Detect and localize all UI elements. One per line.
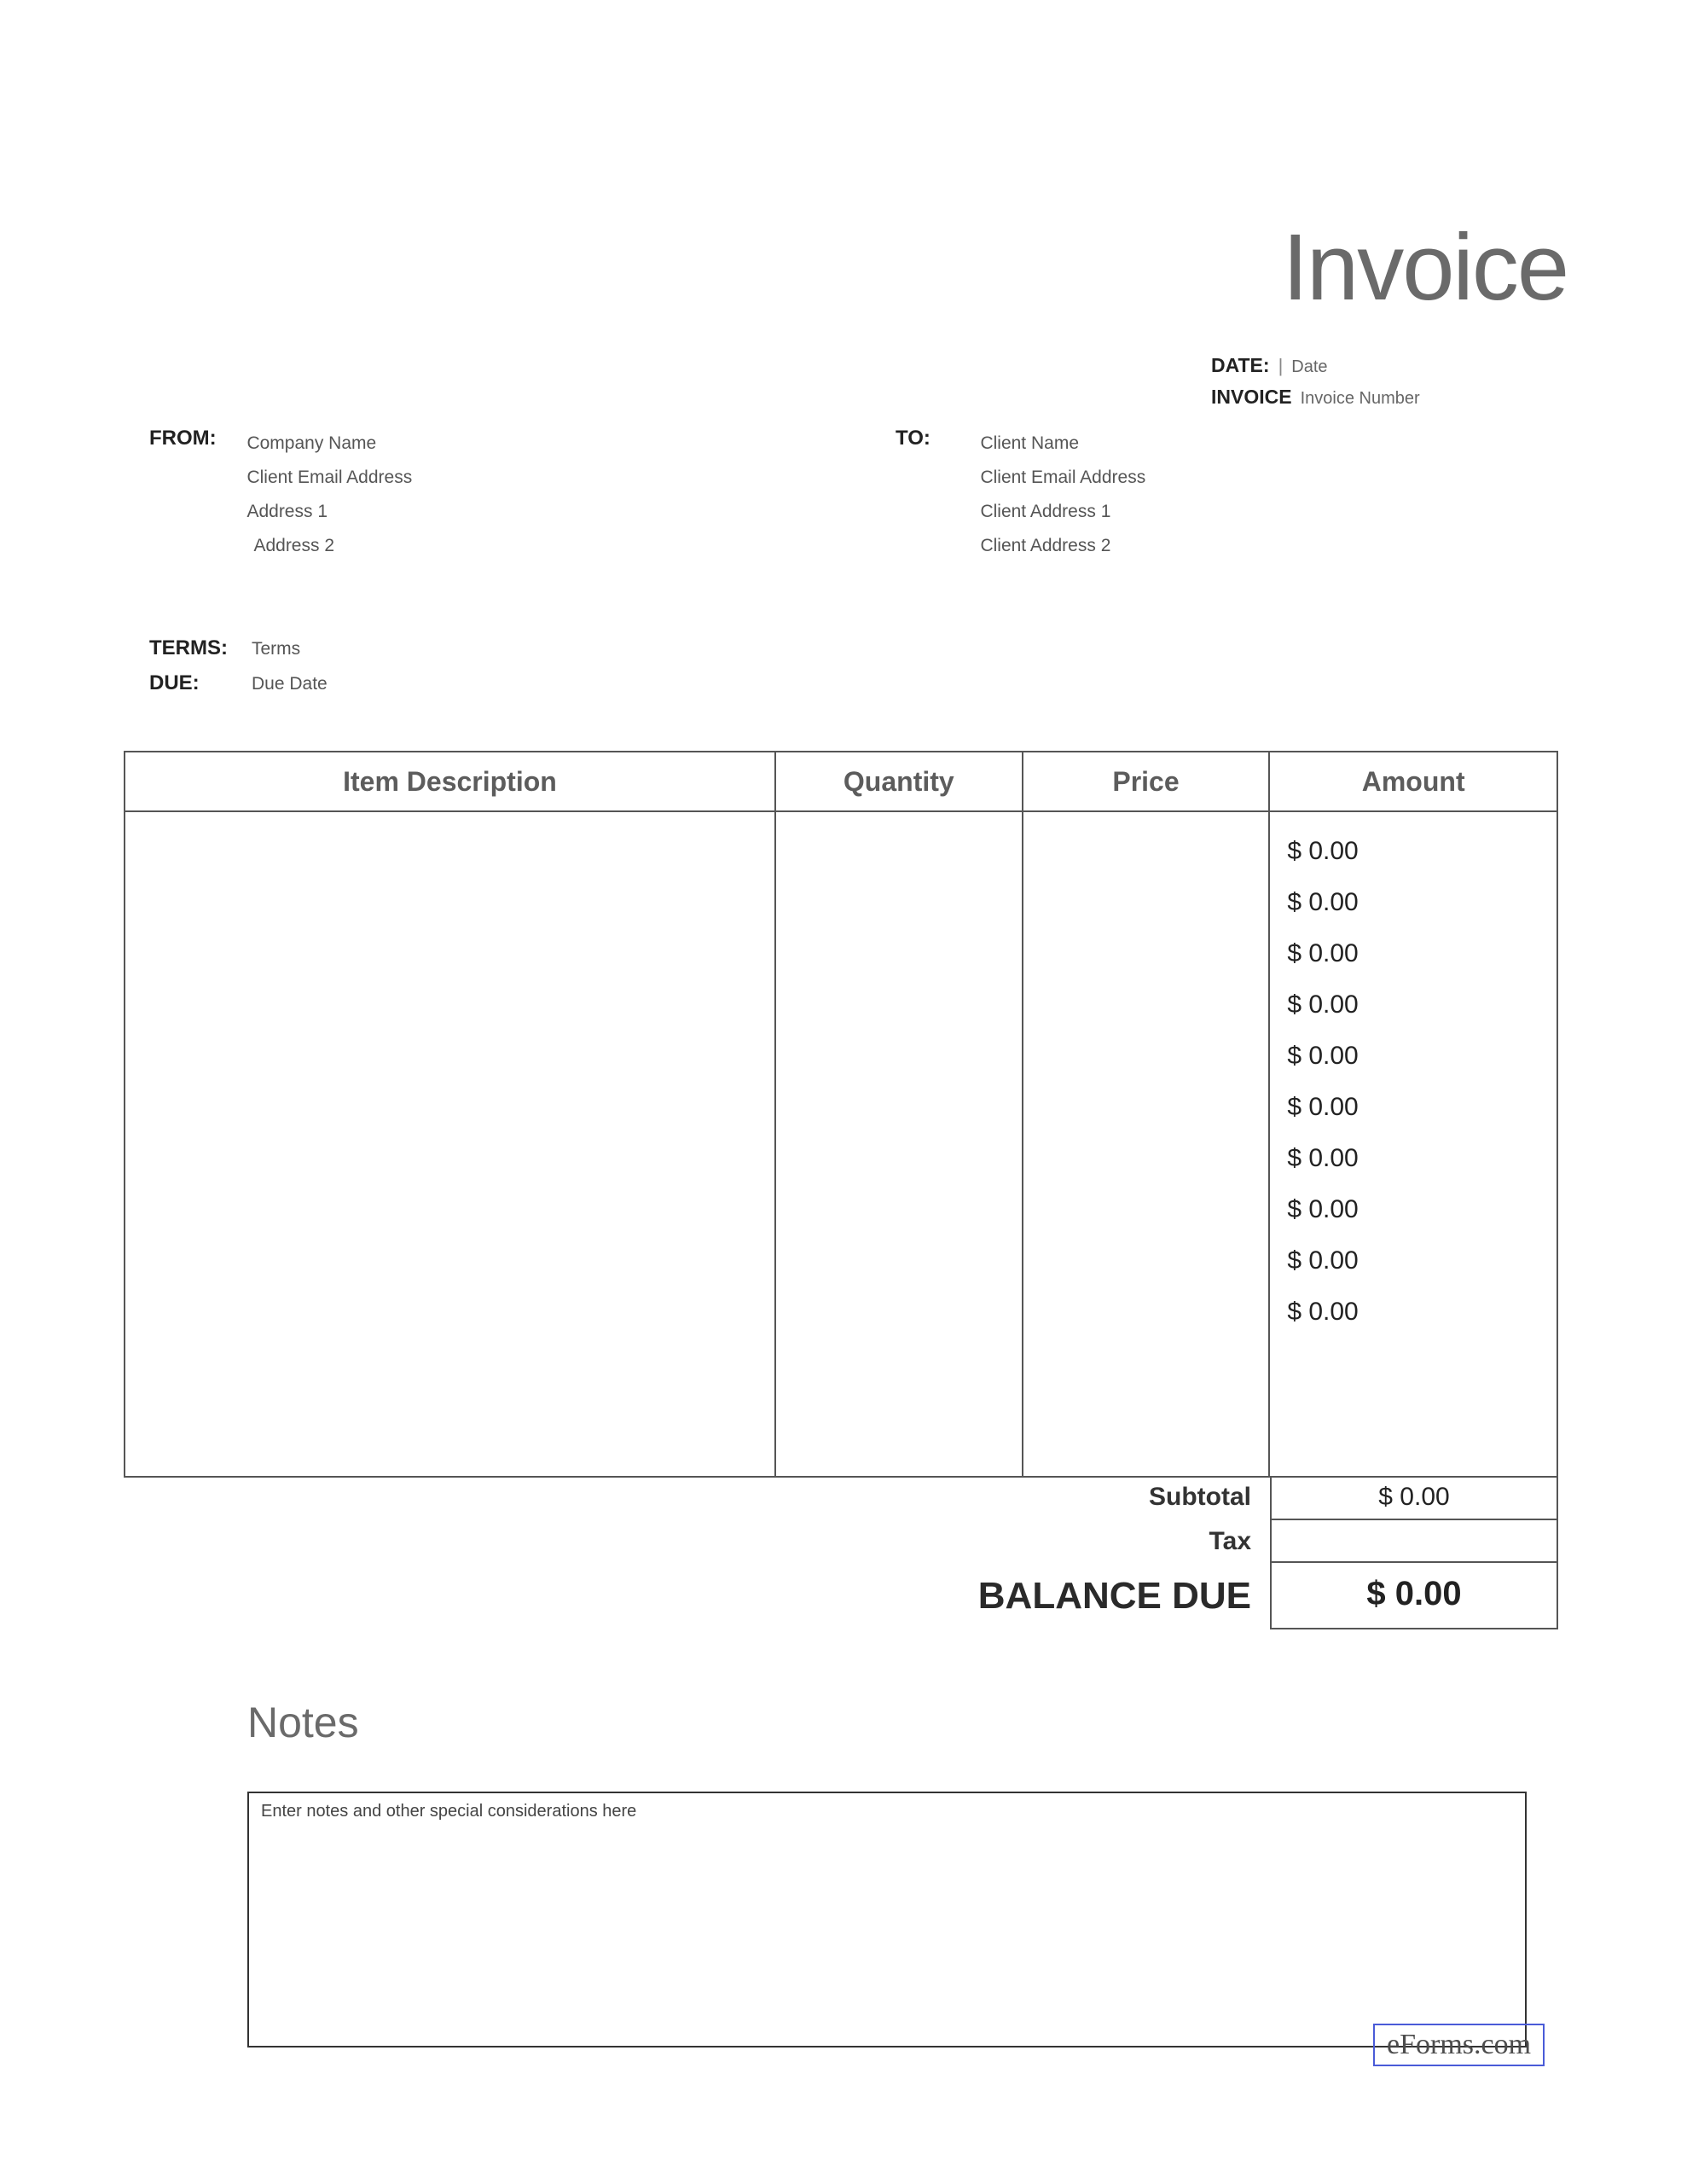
due-label: DUE: <box>149 666 252 701</box>
from-address1-field[interactable]: Address 1 <box>246 495 412 529</box>
col-quantity: Quantity <box>775 752 1023 811</box>
meta-date-row: DATE: | Date <box>1211 350 1420 381</box>
to-email-field[interactable]: Client Email Address <box>980 461 1145 495</box>
page-title: Invoice <box>1282 213 1568 322</box>
col-price: Price <box>1023 752 1270 811</box>
amount-line: $ 0.00 <box>1287 877 1539 928</box>
subtotal-row: Subtotal $ 0.00 <box>124 1476 1558 1520</box>
quantity-cell[interactable] <box>775 811 1023 1477</box>
amount-line: $ 0.00 <box>1287 1287 1539 1338</box>
meta-invoice-row: INVOICE Invoice Number <box>1211 381 1420 413</box>
to-label: TO: <box>896 427 977 450</box>
amount-line: $ 0.00 <box>1287 1235 1539 1287</box>
price-cell[interactable] <box>1023 811 1270 1477</box>
invoice-number-field[interactable]: Invoice Number <box>1301 385 1420 412</box>
to-address2-field[interactable]: Client Address 2 <box>980 529 1145 563</box>
due-row: DUE: Due Date <box>149 666 328 701</box>
due-field[interactable]: Due Date <box>252 669 328 700</box>
terms-row: TERMS: Terms <box>149 631 328 666</box>
meta-block: DATE: | Date INVOICE Invoice Number <box>1211 350 1420 413</box>
invoice-number-label: INVOICE <box>1211 381 1292 413</box>
amount-line: $ 0.00 <box>1287 979 1539 1031</box>
to-address1-field[interactable]: Client Address 1 <box>980 495 1145 529</box>
amount-cell: $ 0.00 $ 0.00 $ 0.00 $ 0.00 $ 0.00 $ 0.0… <box>1269 811 1557 1477</box>
watermark: eForms.com <box>1373 2024 1545 2066</box>
balance-row: BALANCE DUE $ 0.00 <box>124 1563 1558 1629</box>
terms-label: TERMS: <box>149 631 252 666</box>
to-fields: Client Name Client Email Address Client … <box>980 427 1145 563</box>
date-separator: | <box>1278 351 1284 380</box>
amount-line: $ 0.00 <box>1287 826 1539 877</box>
to-block: TO: Client Name Client Email Address Cli… <box>896 427 1145 563</box>
date-label: DATE: <box>1211 350 1270 381</box>
amount-line: $ 0.00 <box>1287 1082 1539 1133</box>
amount-line: $ 0.00 <box>1287 928 1539 979</box>
amount-line: $ 0.00 <box>1287 1031 1539 1082</box>
tax-value[interactable] <box>1270 1520 1558 1563</box>
balance-value: $ 0.00 <box>1270 1563 1558 1629</box>
description-cell[interactable] <box>125 811 775 1477</box>
terms-block: TERMS: Terms DUE: Due Date <box>149 631 328 701</box>
terms-field[interactable]: Terms <box>252 634 300 665</box>
from-block: FROM: Company Name Client Email Address … <box>149 427 412 563</box>
table-header-row: Item Description Quantity Price Amount <box>125 752 1557 811</box>
from-address2-field[interactable]: Address 2 <box>246 529 412 563</box>
col-description: Item Description <box>125 752 775 811</box>
col-amount: Amount <box>1269 752 1557 811</box>
notes-box[interactable]: Enter notes and other special considerat… <box>247 1792 1527 2048</box>
invoice-page: Invoice DATE: | Date INVOICE Invoice Num… <box>0 0 1687 2184</box>
notes-heading: Notes <box>247 1698 359 1747</box>
to-client-field[interactable]: Client Name <box>980 427 1145 461</box>
date-field[interactable]: Date <box>1291 353 1327 380</box>
from-label: FROM: <box>149 427 243 450</box>
from-email-field[interactable]: Client Email Address <box>246 461 412 495</box>
from-fields: Company Name Client Email Address Addres… <box>246 427 412 563</box>
subtotal-label: Subtotal <box>124 1476 1270 1520</box>
table-body-row: $ 0.00 $ 0.00 $ 0.00 $ 0.00 $ 0.00 $ 0.0… <box>125 811 1557 1477</box>
from-company-field[interactable]: Company Name <box>246 427 412 461</box>
items-table: Item Description Quantity Price Amount $… <box>124 751 1558 1478</box>
subtotal-value: $ 0.00 <box>1270 1476 1558 1520</box>
tax-row: Tax <box>124 1520 1558 1563</box>
tax-label: Tax <box>124 1520 1270 1563</box>
totals-block: Subtotal $ 0.00 Tax BALANCE DUE $ 0.00 <box>124 1476 1558 1629</box>
balance-label: BALANCE DUE <box>124 1563 1270 1629</box>
amount-line: $ 0.00 <box>1287 1184 1539 1235</box>
amount-line: $ 0.00 <box>1287 1133 1539 1184</box>
